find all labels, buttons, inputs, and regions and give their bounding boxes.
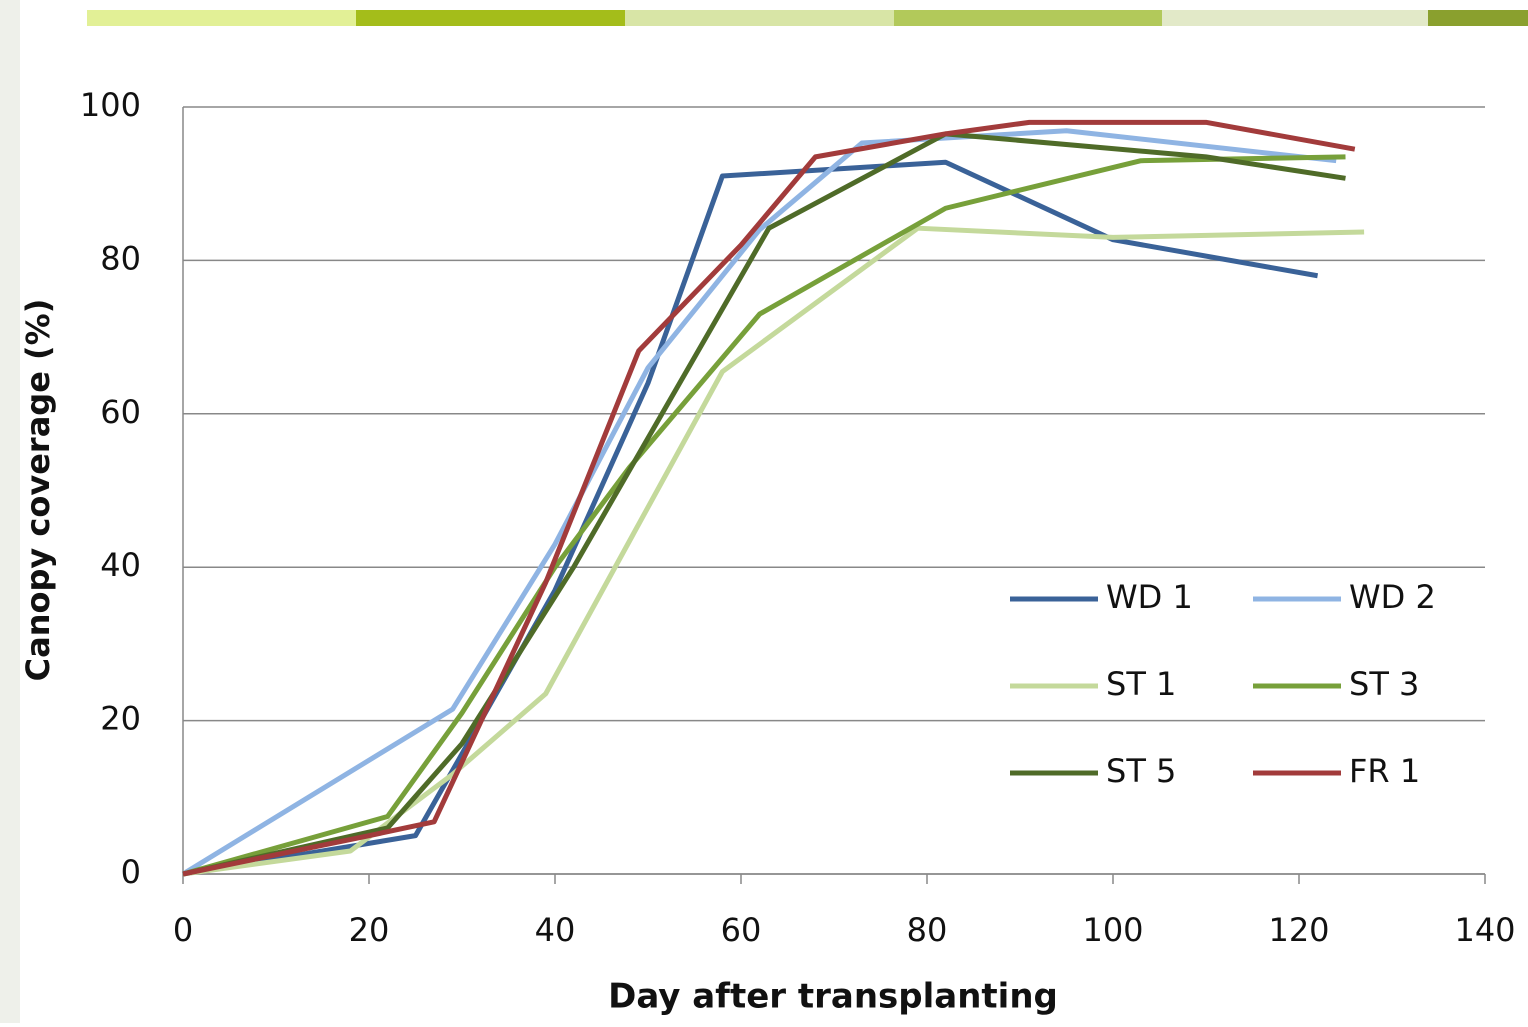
y-tick-label: 20	[100, 700, 141, 738]
legend-label: ST 5	[1106, 752, 1176, 790]
legend-label: ST 3	[1349, 665, 1419, 703]
legend-label: ST 1	[1106, 665, 1176, 703]
x-tick-label: 140	[1454, 911, 1515, 949]
y-tick-label: 60	[100, 393, 141, 431]
deco-bar	[1428, 10, 1528, 26]
deco-bar	[87, 10, 356, 26]
x-tick-label: 100	[1082, 911, 1143, 949]
x-tick-label: 0	[173, 911, 193, 949]
side-strip	[0, 0, 20, 1023]
legend-label: FR 1	[1349, 752, 1420, 790]
y-tick-label: 40	[100, 546, 141, 584]
y-tick-label: 0	[121, 853, 141, 891]
y-tick-label: 100	[80, 86, 141, 124]
x-tick-label: 80	[907, 911, 948, 949]
legend-label: WD 1	[1106, 578, 1193, 616]
series-line	[183, 228, 1364, 874]
deco-bar	[1162, 10, 1428, 26]
page: Day after transplanting Canopy coverage …	[0, 0, 1528, 1023]
x-tick-label: 60	[721, 911, 762, 949]
legend-label: WD 2	[1349, 578, 1436, 616]
y-axis-label: Canopy coverage (%)	[19, 299, 57, 682]
deco-bar	[356, 10, 625, 26]
chart: Day after transplanting Canopy coverage …	[0, 0, 1528, 1023]
deco-bar	[894, 10, 1162, 26]
x-tick-label: 20	[349, 911, 390, 949]
x-tick-label: 40	[535, 911, 576, 949]
x-tick-label: 120	[1268, 911, 1329, 949]
x-axis-label: Day after transplanting	[608, 977, 1058, 1017]
deco-bar	[625, 10, 894, 26]
y-tick-label: 80	[100, 239, 141, 277]
